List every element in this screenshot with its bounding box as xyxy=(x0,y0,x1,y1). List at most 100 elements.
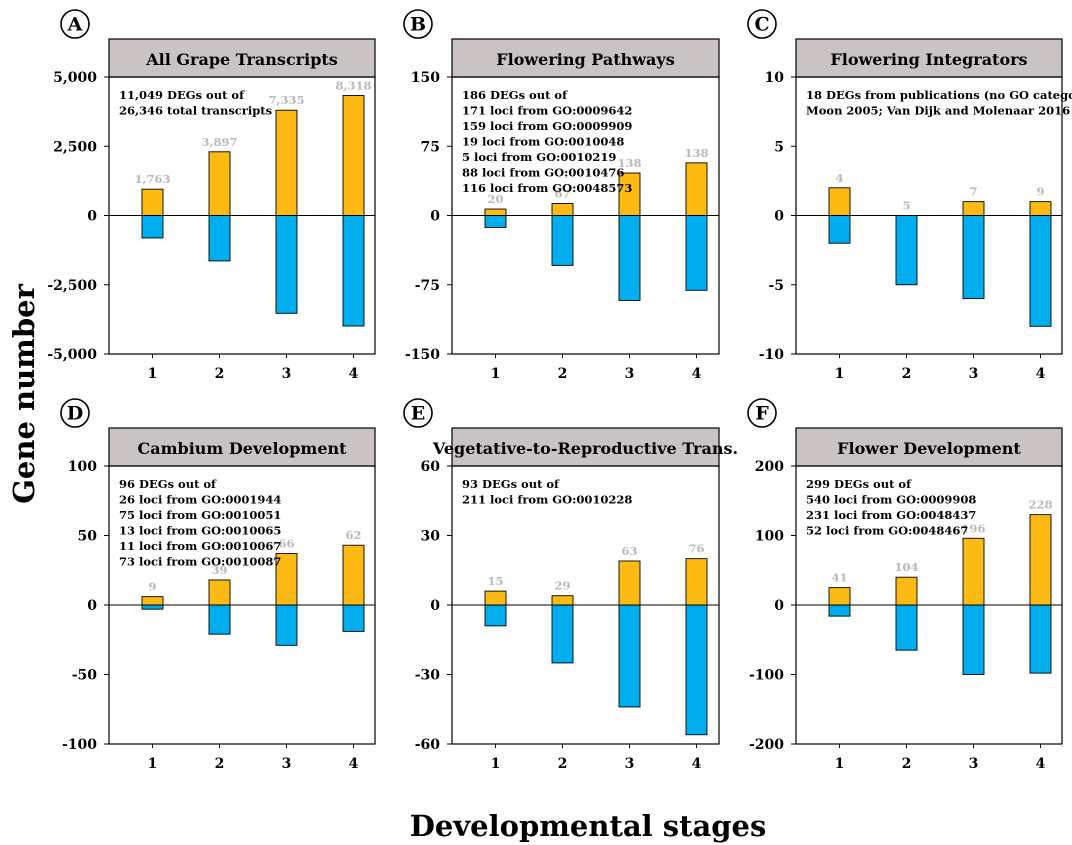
bar-down-stage-4 xyxy=(1029,604,1052,674)
y-tick-label: -75 xyxy=(415,278,440,294)
bar-count-label: 8,318 xyxy=(335,79,371,93)
y-tick-label: -60 xyxy=(415,737,441,753)
bar-count-label: 67 xyxy=(554,186,570,200)
panel-title: Vegetative-to-Reproductive Trans. xyxy=(432,439,738,458)
panel-note-line: 19 loci from GO:0010048 xyxy=(462,135,624,149)
y-tick-label: -50 xyxy=(72,668,98,684)
bar-count-label: 9 xyxy=(1036,185,1044,199)
bar-down-stage-4 xyxy=(342,604,365,632)
y-tick-label: -30 xyxy=(415,668,441,684)
y-tick-label: 0 xyxy=(430,209,440,225)
panel-title: Flowering Integrators xyxy=(830,50,1027,69)
x-tick-label: 1 xyxy=(835,366,845,382)
y-tick-label: 150 xyxy=(411,70,440,86)
x-tick-label: 4 xyxy=(1036,366,1046,382)
bar-up-stage-4 xyxy=(1029,514,1052,606)
panel-note-line: 231 loci from GO:0048437 xyxy=(806,508,976,522)
panels: All Grape Transcripts A -5,000 -2,500 0 2,500… xyxy=(47,9,1072,772)
bar-down-stage-1 xyxy=(828,604,851,617)
bar-down-stage-3 xyxy=(962,604,985,675)
y-tick-label: -100 xyxy=(749,668,784,684)
y-tick-label: -200 xyxy=(749,737,784,753)
bar-down-stage-1 xyxy=(484,604,507,627)
bar-down-stage-3 xyxy=(618,604,641,708)
bar-up-stage-3 xyxy=(962,537,985,606)
bar-count-label: 29 xyxy=(554,579,570,593)
x-tick-label: 2 xyxy=(215,366,225,382)
y-tick-label: 100 xyxy=(755,529,784,545)
y-tick-label: 0 xyxy=(774,598,784,614)
bar-count-label: 228 xyxy=(1028,498,1052,512)
x-tick-label: 3 xyxy=(625,756,635,772)
bar-count-label: 7 xyxy=(969,185,977,199)
y-tick-label: 2,500 xyxy=(53,139,97,155)
y-tick-label: -150 xyxy=(405,347,440,363)
panel-header xyxy=(795,38,1063,78)
x-tick-label: 3 xyxy=(282,756,292,772)
y-tick-label: 75 xyxy=(421,139,440,155)
panel-note-line: 88 loci from GO:0010476 xyxy=(462,166,624,180)
bar-count-label: 39 xyxy=(211,563,227,577)
panel-letter: E xyxy=(411,403,425,425)
panel-letter-circle xyxy=(60,9,90,39)
panel-note-line: 52 loci from GO:0048467 xyxy=(806,524,968,538)
panel-letter: C xyxy=(754,14,769,36)
bar-down-stage-4 xyxy=(1029,215,1052,327)
panel-letter-circle xyxy=(403,398,433,428)
x-tick-label: 2 xyxy=(215,756,225,772)
bar-count-label: 104 xyxy=(894,560,918,574)
bar-down-stage-1 xyxy=(828,215,851,244)
y-tick-label: -5,000 xyxy=(47,347,97,363)
bar-count-label: 63 xyxy=(621,544,637,558)
bar-down-stage-2 xyxy=(895,215,918,286)
bar-count-label: 7,335 xyxy=(268,93,304,107)
bar-up-stage-2 xyxy=(551,203,574,216)
bar-down-stage-3 xyxy=(962,215,985,300)
panel-e: Vegetative-to-Reproductive Trans. E -60 -30… xyxy=(403,398,738,772)
x-tick-label: 3 xyxy=(969,756,979,772)
y-tick-label: 10 xyxy=(765,70,785,86)
panel-note-line: 75 loci from GO:0010051 xyxy=(119,508,281,522)
panel-title: Flower Development xyxy=(837,439,1021,458)
panel-letter: B xyxy=(410,14,426,36)
bar-count-label: 3,897 xyxy=(201,135,237,149)
panel-note-line: 5 loci from GO:0010219 xyxy=(462,150,616,164)
panel-letter: A xyxy=(67,14,83,36)
bar-up-stage-4 xyxy=(685,162,708,216)
bar-up-stage-4 xyxy=(685,558,708,606)
y-tick-label: 30 xyxy=(421,529,441,545)
bar-count-label: 20 xyxy=(487,192,503,206)
bar-down-stage-1 xyxy=(141,215,164,239)
bar-count-label: 41 xyxy=(831,571,847,585)
x-tick-label: 2 xyxy=(558,366,568,382)
x-axis-label: Developmental stages xyxy=(410,809,767,843)
x-tick-label: 1 xyxy=(835,756,845,772)
bar-up-stage-2 xyxy=(895,576,918,606)
panel-a: All Grape Transcripts A -5,000 -2,500 0 2,500… xyxy=(47,9,376,382)
panel-letter-circle xyxy=(747,398,777,428)
panel-note-line: 159 loci from GO:0009909 xyxy=(462,119,632,133)
bar-down-stage-2 xyxy=(551,604,574,664)
panel-note-line: 171 loci from GO:0009642 xyxy=(462,104,632,118)
panel-note-line: 26 loci from GO:0001944 xyxy=(119,493,281,507)
bar-count-label: 196 xyxy=(961,521,985,535)
bar-up-stage-1 xyxy=(141,596,164,606)
bar-up-stage-4 xyxy=(1029,201,1052,216)
bar-up-stage-2 xyxy=(551,595,574,606)
y-tick-label: -10 xyxy=(759,347,785,363)
panel-note-line: 73 loci from GO:0010087 xyxy=(119,555,281,569)
panel-b: Flowering Pathways B -150 -75 0 75 150 1 2 3 4 20 67… xyxy=(403,9,720,382)
panel-f: Flower Development F -200 -100 0 100 200 1 2 3 4 41… xyxy=(747,398,1063,772)
x-tick-label: 1 xyxy=(148,366,158,382)
bar-count-label: 5 xyxy=(902,199,910,213)
panel-letter: D xyxy=(67,403,83,425)
panel-header xyxy=(108,38,376,78)
panel-note-line: 299 DEGs out of xyxy=(806,477,912,491)
panel-title: All Grape Transcripts xyxy=(145,50,338,69)
y-tick-label: 0 xyxy=(87,598,97,614)
bar-count-label: 15 xyxy=(487,574,503,588)
bar-down-stage-2 xyxy=(208,604,231,635)
bar-down-stage-1 xyxy=(484,215,507,228)
bar-down-stage-3 xyxy=(275,604,298,646)
